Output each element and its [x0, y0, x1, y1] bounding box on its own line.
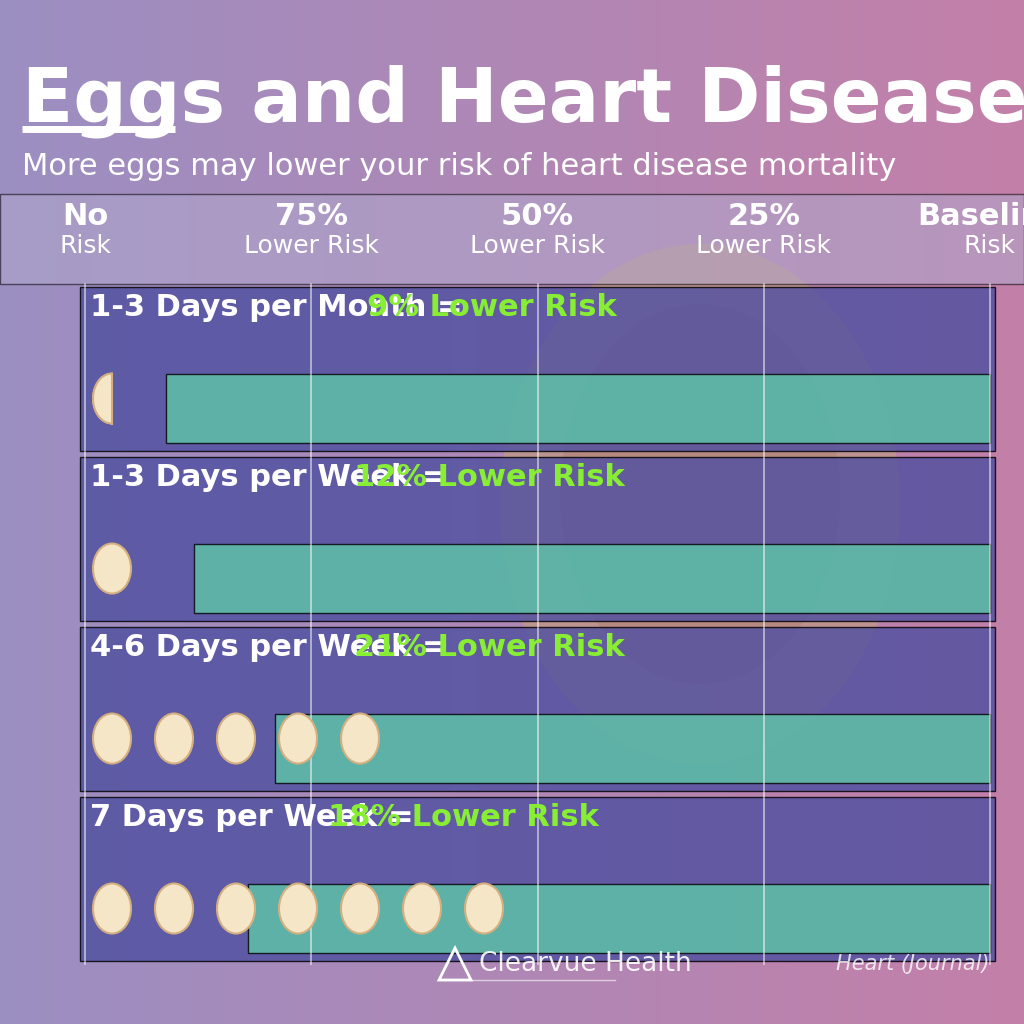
Ellipse shape: [217, 884, 255, 934]
Ellipse shape: [560, 304, 840, 684]
Text: Clearvue Health: Clearvue Health: [479, 951, 692, 977]
Text: Eggs and Heart Disease Mortality: Eggs and Heart Disease Mortality: [22, 63, 1024, 137]
FancyBboxPatch shape: [194, 544, 990, 612]
Ellipse shape: [279, 884, 317, 934]
Text: 9% Lower Risk: 9% Lower Risk: [368, 293, 616, 322]
Text: 18% Lower Risk: 18% Lower Risk: [328, 803, 598, 831]
Text: 25%: 25%: [727, 202, 800, 231]
FancyBboxPatch shape: [275, 714, 990, 782]
Text: 21% Lower Risk: 21% Lower Risk: [354, 633, 625, 662]
Text: Lower Risk: Lower Risk: [470, 233, 605, 258]
FancyBboxPatch shape: [80, 627, 995, 791]
Ellipse shape: [341, 884, 379, 934]
Text: 12% Lower Risk: 12% Lower Risk: [354, 463, 625, 492]
Text: 75%: 75%: [274, 202, 348, 231]
Text: No: No: [61, 202, 109, 231]
Text: Risk: Risk: [59, 233, 111, 258]
Text: 1-3 Days per Month =: 1-3 Days per Month =: [90, 293, 473, 322]
Text: 7 Days per Week =: 7 Days per Week =: [90, 803, 424, 831]
FancyBboxPatch shape: [248, 884, 990, 952]
Text: Lower Risk: Lower Risk: [696, 233, 831, 258]
Ellipse shape: [93, 544, 131, 594]
Ellipse shape: [279, 714, 317, 764]
Polygon shape: [93, 374, 112, 424]
Ellipse shape: [500, 244, 900, 764]
Text: 50%: 50%: [501, 202, 574, 231]
Text: Lower Risk: Lower Risk: [244, 233, 379, 258]
Ellipse shape: [403, 884, 441, 934]
FancyBboxPatch shape: [80, 797, 995, 961]
Text: 4-6 Days per Week =: 4-6 Days per Week =: [90, 633, 459, 662]
FancyBboxPatch shape: [80, 457, 995, 621]
Text: 1-3 Days per Week =: 1-3 Days per Week =: [90, 463, 458, 492]
Text: Heart (Journal): Heart (Journal): [837, 954, 990, 974]
FancyBboxPatch shape: [0, 194, 1024, 284]
Ellipse shape: [155, 884, 193, 934]
Ellipse shape: [93, 714, 131, 764]
Text: Baseline: Baseline: [918, 202, 1024, 231]
FancyBboxPatch shape: [167, 374, 990, 442]
Ellipse shape: [217, 714, 255, 764]
Ellipse shape: [465, 884, 503, 934]
Ellipse shape: [155, 714, 193, 764]
Text: More eggs may lower your risk of heart disease mortality: More eggs may lower your risk of heart d…: [22, 152, 896, 181]
Ellipse shape: [93, 884, 131, 934]
FancyBboxPatch shape: [80, 287, 995, 451]
Text: Risk: Risk: [964, 233, 1016, 258]
Ellipse shape: [341, 714, 379, 764]
